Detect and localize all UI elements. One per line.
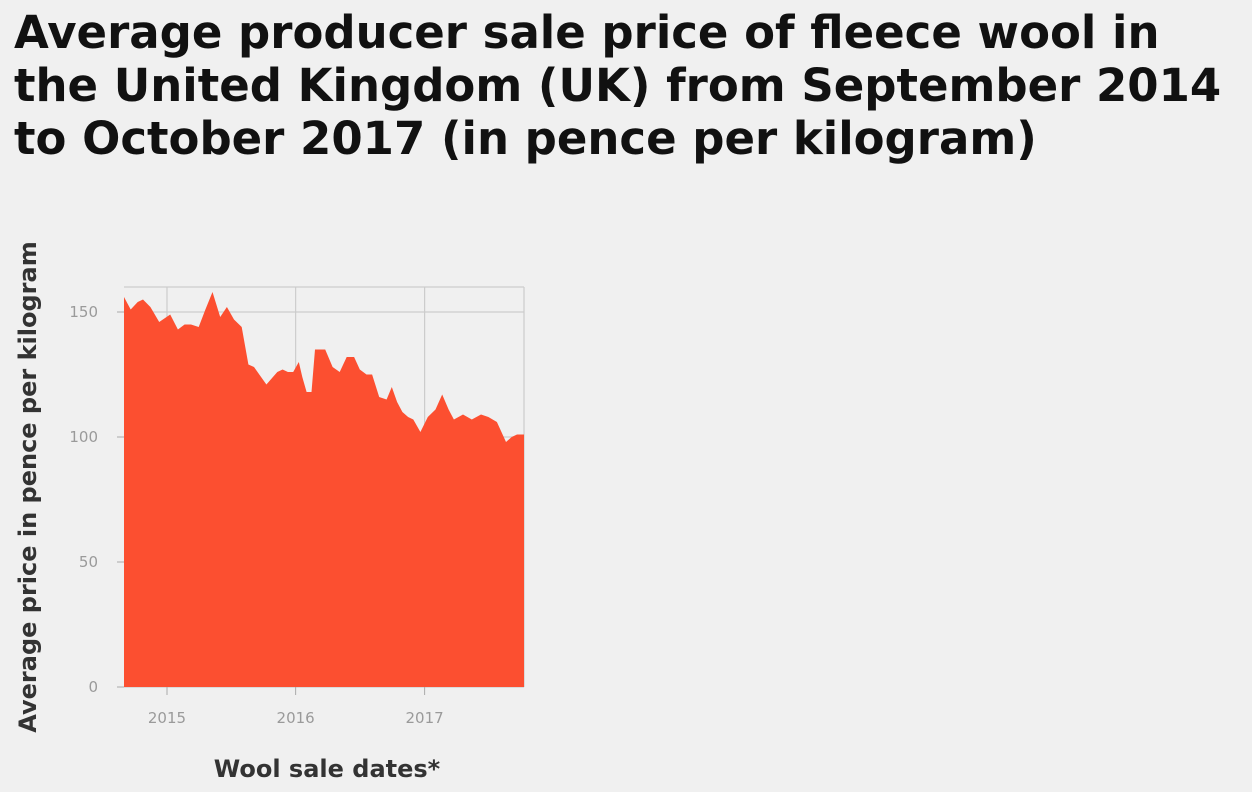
chart-title: Average producer sale price of fleece wo…	[14, 6, 1222, 165]
series-area	[124, 292, 524, 687]
x-tick-label: 2016	[277, 709, 315, 727]
y-tick-label: 50	[79, 553, 98, 571]
y-tick-label: 0	[88, 678, 98, 696]
y-tick-label: 150	[69, 303, 98, 321]
y-axis-title: Average price in pence per kilogram	[14, 241, 42, 732]
axis-ticks: 0 50 100 150 2015 2016 2017	[69, 303, 443, 727]
x-tick-label: 2015	[148, 709, 186, 727]
y-tick-label: 100	[69, 428, 98, 446]
x-tick-label: 2017	[406, 709, 444, 727]
x-axis-title: Wool sale dates*	[214, 755, 441, 783]
